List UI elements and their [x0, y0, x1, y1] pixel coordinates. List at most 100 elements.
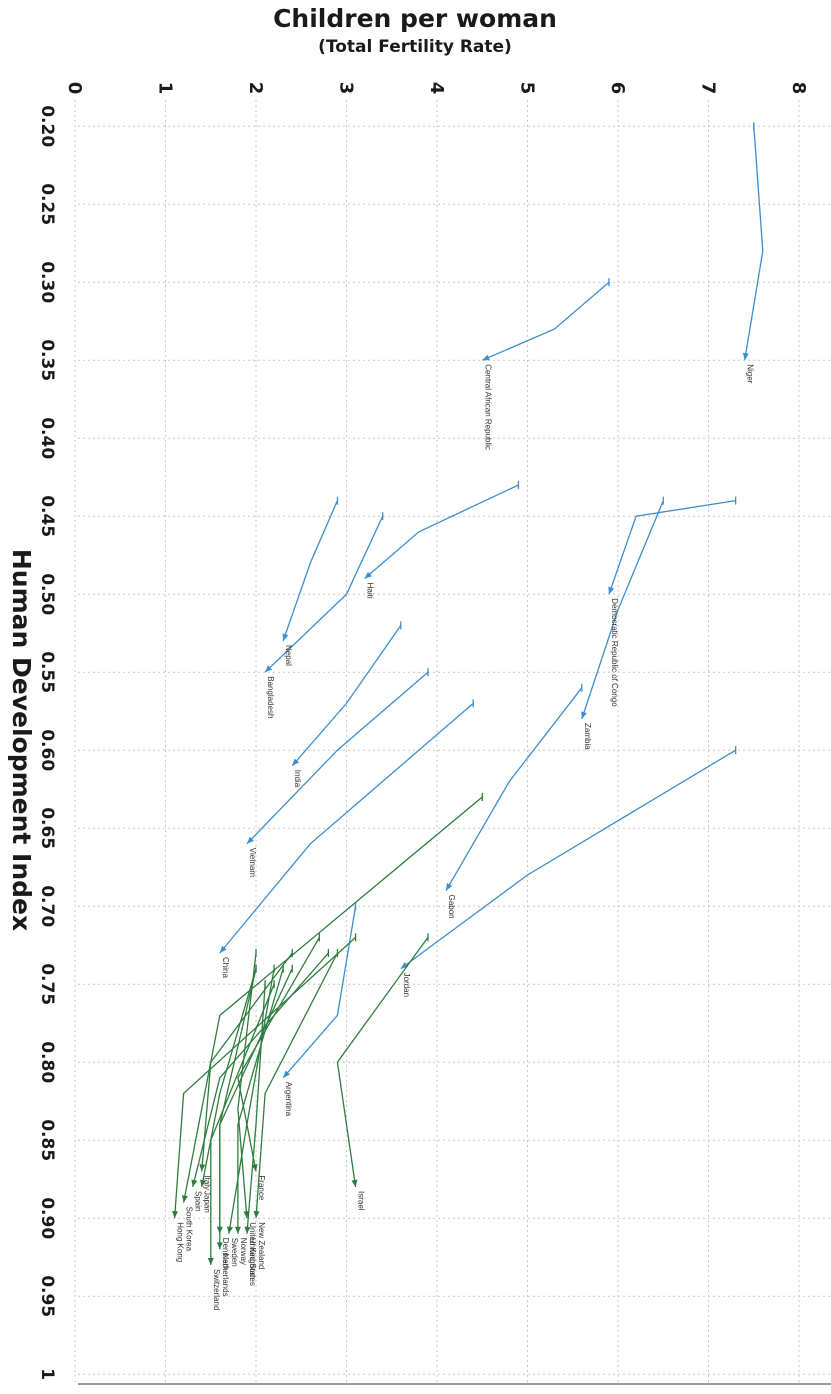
series-zambia — [581, 496, 664, 720]
series-arrowhead — [191, 1179, 198, 1187]
series-arrowhead — [292, 758, 300, 766]
chart-title: Children per woman — [273, 4, 557, 33]
grid-layer — [74, 100, 831, 1384]
series-china — [219, 699, 474, 954]
series-arrowhead — [216, 1242, 223, 1250]
country-label-jordan: Jordan — [402, 973, 411, 997]
series-india — [291, 621, 402, 767]
y-tick-label: 4 — [426, 82, 447, 95]
country-label-nepal: Nepal — [284, 645, 293, 666]
country-label-united-states: United States — [248, 1238, 257, 1286]
x-tick-label: 1 — [37, 1368, 57, 1380]
series-line — [219, 702, 474, 954]
x-tick-labels: 0.20 0.25 0.30 0.35 0.40 0.45 0.50 0.55 0.60 0.65… — [37, 105, 57, 1380]
y-tick-label: 6 — [607, 82, 628, 95]
series-italy — [199, 949, 293, 1172]
series-hong-kong — [172, 933, 357, 1219]
series-united-kingdom — [237, 949, 257, 1219]
country-label-hong-kong: Hong Kong — [176, 1222, 185, 1262]
x-tick-label: 0.85 — [37, 1119, 57, 1161]
series-line — [255, 952, 338, 1219]
country-label-niger: Niger — [746, 364, 755, 383]
country-label-china: China — [221, 957, 230, 978]
series-arrowhead — [200, 1179, 206, 1187]
series-israel — [336, 933, 429, 1188]
series-arrowhead — [172, 1211, 178, 1219]
series-arrowhead — [244, 1226, 251, 1234]
series-sweden — [227, 964, 275, 1234]
series-vietnam — [246, 668, 429, 845]
series-arrowhead — [581, 711, 587, 719]
country-label-israel: Israel — [357, 1191, 366, 1211]
country-label-central-african-republic: Central African Republic — [483, 364, 492, 450]
series-line — [210, 983, 275, 1265]
series-arrowhead — [482, 354, 490, 361]
x-tick-label: 0.30 — [37, 261, 57, 303]
series-united-states — [244, 980, 266, 1234]
series-south-korea — [182, 793, 483, 1203]
series-nepal — [282, 496, 339, 642]
series-central-african-republic — [482, 278, 610, 361]
series-haiti — [364, 481, 520, 580]
country-label-sweden: Sweden — [230, 1238, 239, 1267]
country-label-vietnam: Vietnam — [248, 848, 257, 878]
series-switzerland — [207, 980, 275, 1265]
x-tick-label: 0.80 — [37, 1041, 57, 1083]
series-line — [581, 500, 664, 720]
series-arrowhead — [219, 945, 227, 953]
series-line — [744, 126, 764, 361]
series-netherlands — [216, 964, 293, 1250]
series-line — [400, 749, 736, 970]
country-label-south-korea: South Korea — [185, 1207, 194, 1252]
series-line — [445, 687, 583, 891]
x-tick-label: 0.40 — [37, 417, 57, 459]
country-label-gabon: Gabon — [447, 895, 456, 919]
x-tick-label: 0.45 — [37, 495, 57, 537]
series-line — [201, 968, 257, 1188]
y-tick-label: 1 — [155, 82, 176, 95]
series-arrowhead — [742, 352, 749, 361]
series-new-zealand — [253, 949, 339, 1219]
series-line — [173, 936, 357, 1219]
series-line — [282, 500, 338, 642]
series-line — [182, 796, 483, 1203]
series-arrowhead — [199, 1164, 206, 1172]
series-line — [482, 281, 610, 361]
x-tick-label: 0.75 — [37, 963, 57, 1005]
country-label-netherlands: Netherlands — [221, 1253, 230, 1296]
country-label-denmark: Denmark — [221, 1238, 230, 1271]
series-arrowhead — [207, 1258, 214, 1265]
country-label-spain: Spain — [194, 1191, 203, 1211]
country-label-bangladesh: Bangladesh — [266, 676, 275, 718]
x-tick-label: 0.50 — [37, 573, 57, 615]
series-line — [264, 515, 384, 673]
series-line — [291, 625, 402, 767]
country-label-switzerland: Switzerland — [212, 1269, 221, 1310]
series-arrowhead — [265, 665, 273, 673]
series-bangladesh — [264, 512, 384, 673]
x-tick-label: 0.90 — [37, 1197, 57, 1239]
label-layer: Niger Central African Republic Democratic … — [176, 364, 755, 1310]
series-arrowhead — [227, 1226, 233, 1234]
y-tick-label: 8 — [788, 82, 809, 95]
country-label-new-zealand: New Zealand — [257, 1222, 266, 1269]
country-label-italy: Italy — [203, 1175, 212, 1190]
series-arrowhead — [253, 1211, 260, 1219]
series-layer — [172, 122, 764, 1265]
series-line — [364, 484, 519, 580]
x-axis-label: Human Development Index — [7, 549, 36, 931]
series-line — [219, 968, 293, 1250]
x-tick-label: 0.60 — [37, 729, 57, 771]
country-label-zambia: Zambia — [583, 723, 592, 750]
series-line — [237, 952, 257, 1219]
series-line — [246, 984, 266, 1234]
series-arrowhead — [234, 1226, 241, 1234]
x-tick-label: 0.35 — [37, 339, 57, 381]
country-label-united-kingdom: United Kingdom — [248, 1222, 257, 1279]
y-tick-labels: 0 1 2 3 4 5 6 7 8 — [64, 82, 809, 95]
series-arrowhead — [351, 1179, 358, 1187]
series-line — [228, 968, 275, 1234]
series-france — [237, 933, 321, 1172]
series-arrowhead — [446, 883, 453, 891]
